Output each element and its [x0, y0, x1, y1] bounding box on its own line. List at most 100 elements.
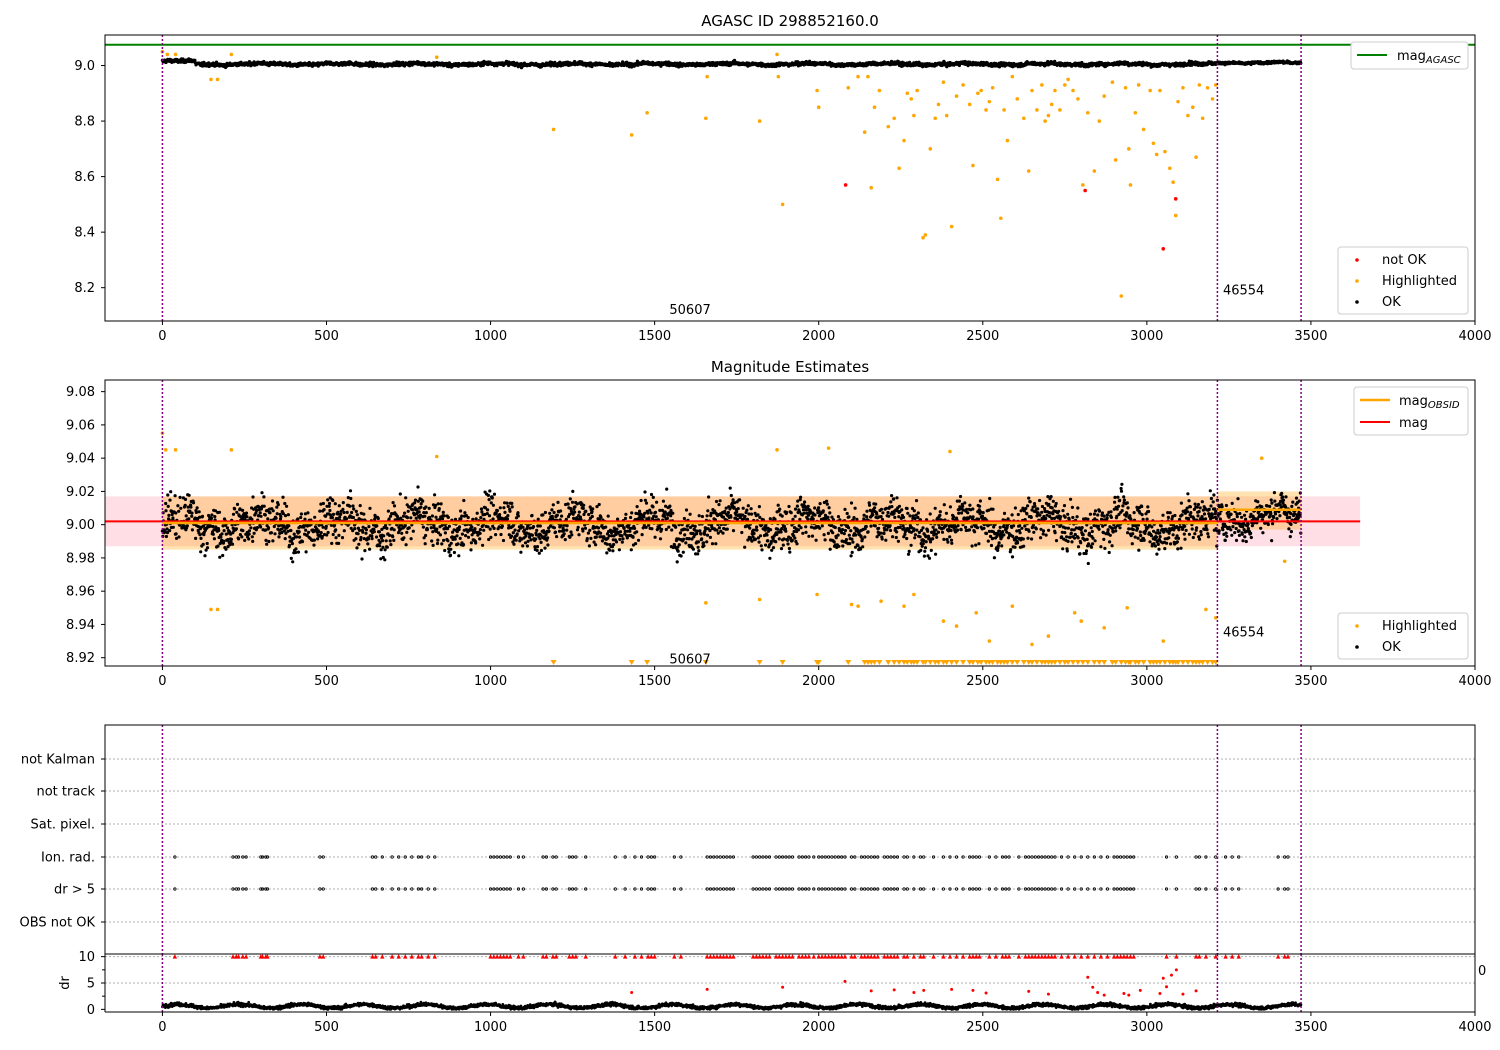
ok-point: [267, 539, 271, 544]
highlighted-point: [1005, 138, 1010, 143]
ok-point: [244, 511, 249, 515]
ok-point: [753, 537, 758, 541]
ok-point: [194, 510, 198, 514]
ok-point: [643, 498, 648, 502]
ok-point: [643, 490, 647, 494]
ok-point: [274, 516, 278, 520]
ok-point: [605, 551, 609, 555]
ok-point: [664, 527, 668, 532]
ok-point: [259, 525, 263, 529]
ok-point: [307, 530, 311, 534]
ok-point: [770, 548, 774, 552]
ok-point: [266, 517, 270, 521]
ok-point: [639, 498, 643, 503]
highlighted-point: [165, 52, 170, 57]
highlighted-point: [1085, 110, 1090, 115]
ok-point: [535, 545, 540, 549]
ok-point: [543, 510, 548, 515]
ok-point: [233, 507, 237, 511]
ok-point: [272, 524, 276, 529]
ok-point: [381, 545, 385, 549]
ok-point: [416, 485, 420, 489]
ok-point: [562, 528, 566, 533]
ok-point: [419, 505, 423, 509]
ok-point: [331, 498, 335, 503]
ok-point: [700, 514, 705, 519]
ok-point: [237, 537, 241, 541]
highlighted-point: [1049, 102, 1054, 107]
highlighted-point: [976, 91, 980, 96]
ok-point: [728, 486, 732, 490]
ok-point: [705, 540, 709, 544]
ok-point: [492, 526, 496, 531]
ok-point: [447, 524, 451, 528]
ok-point: [534, 533, 539, 537]
ok-point: [259, 514, 263, 518]
ok-point: [435, 527, 439, 531]
ok-point: [289, 528, 293, 533]
ok-point: [748, 526, 752, 530]
ok-point: [498, 513, 502, 517]
ok-point: [264, 538, 268, 543]
highlighted-point: [1210, 97, 1215, 101]
ok-point: [560, 514, 564, 518]
ok-point: [635, 530, 639, 534]
highlighted-point: [892, 116, 896, 121]
ok-point: [327, 504, 331, 508]
ok-point: [185, 524, 189, 528]
ok-point: [530, 513, 534, 518]
ok-point: [686, 528, 690, 532]
ok-point: [213, 515, 217, 519]
ok-point: [698, 529, 702, 533]
ok-point: [392, 528, 396, 532]
ok-point: [585, 537, 589, 541]
highlighted-point: [1097, 119, 1102, 123]
ok-point: [383, 548, 387, 552]
highlighted-point: [877, 88, 882, 93]
ok-point: [205, 541, 209, 546]
ok-point: [570, 500, 575, 504]
highlighted-point: [897, 166, 901, 171]
ok-point: [417, 510, 421, 514]
ok-point: [679, 554, 683, 558]
x-tick-label: 4000: [1458, 329, 1491, 344]
ok-point: [190, 511, 194, 515]
highlighted-point: [776, 74, 781, 79]
ok-point: [629, 515, 633, 520]
ok-point: [364, 531, 368, 535]
obsid-label: 46554: [1223, 283, 1264, 298]
highlighted-point: [936, 102, 941, 107]
highlighted-point: [1128, 183, 1133, 187]
ok-point: [729, 493, 733, 498]
ok-point: [736, 507, 740, 511]
ok-point: [202, 60, 206, 64]
ok-point: [194, 536, 198, 541]
highlighted-point: [905, 91, 910, 96]
ok-point: [344, 517, 349, 521]
ok-point: [498, 506, 502, 510]
ok-point: [164, 501, 168, 506]
ok-point: [198, 533, 202, 537]
ok-point: [717, 503, 721, 507]
ok-point: [671, 511, 675, 515]
ok-point: [538, 524, 542, 528]
ok-point: [216, 544, 220, 548]
highlighted-point: [629, 133, 634, 137]
ok-point: [168, 498, 172, 502]
highlighted-point: [979, 88, 983, 93]
ok-point: [281, 495, 285, 499]
ok-point: [245, 515, 249, 519]
ok-point: [765, 533, 769, 537]
ok-point: [222, 529, 226, 533]
ok-point: [590, 514, 594, 519]
ok-point: [424, 510, 428, 515]
highlighted-point: [1066, 77, 1070, 82]
ok-point: [429, 526, 433, 530]
highlighted-point: [990, 85, 995, 90]
ok-point: [409, 516, 413, 520]
ok-point: [755, 525, 759, 529]
ok-point: [470, 525, 474, 529]
ok-point: [552, 510, 556, 515]
highlighted-point: [551, 127, 556, 132]
ok-point: [550, 508, 554, 512]
